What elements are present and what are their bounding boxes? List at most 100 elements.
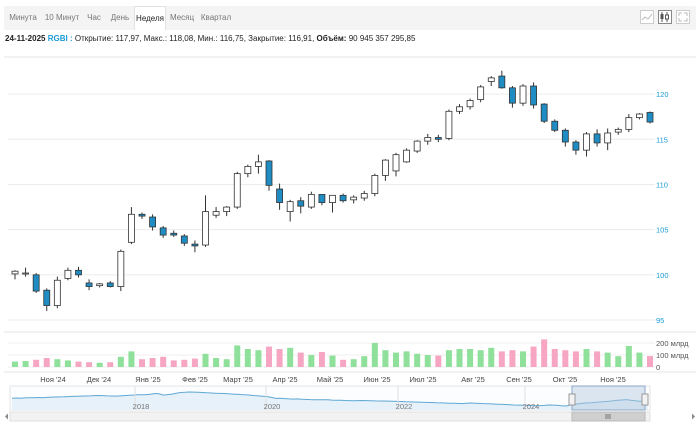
- candle-body: [498, 75, 506, 89]
- volume-bar: [509, 350, 516, 367]
- x-tick-label: Июл '25: [409, 375, 436, 384]
- volume-bar: [96, 362, 103, 367]
- volume-bar: [520, 351, 526, 367]
- volume-bar: [393, 352, 399, 367]
- info-ticker: RGBI: [47, 34, 68, 43]
- info-low-value: 116,75: [219, 34, 244, 43]
- candle-body: [371, 175, 379, 194]
- y-tick-label: 95: [656, 316, 664, 325]
- candlestick-chart-icon[interactable]: [658, 10, 674, 26]
- candle-body: [604, 132, 612, 144]
- navigator-right-handle[interactable]: [641, 393, 649, 406]
- volume-bar: [149, 358, 156, 367]
- candle-body: [75, 269, 82, 276]
- candle-body: [180, 235, 188, 244]
- tab-1[interactable]: 10 Минут: [44, 13, 80, 22]
- candle-body: [403, 149, 410, 163]
- volume-bar: [255, 350, 262, 367]
- candle-body: [540, 103, 548, 122]
- scroll-left-arrow-icon[interactable]: [5, 413, 8, 420]
- tab-6[interactable]: Квартал: [200, 13, 232, 22]
- volume-bar: [498, 351, 505, 367]
- info-high-value: 118,08: [169, 34, 194, 43]
- candle-body: [382, 159, 389, 176]
- area-chart-icon[interactable]: [640, 10, 656, 26]
- candle-body: [646, 112, 654, 123]
- x-tick-label: Май '25: [317, 375, 344, 384]
- info-close-label: Закрытие:: [248, 34, 286, 43]
- scroll-right-arrow-icon[interactable]: [692, 413, 695, 420]
- candle-body: [434, 137, 442, 140]
- candle-body: [265, 160, 273, 186]
- x-tick-label: Окт '25: [553, 375, 578, 384]
- navigator-area: [12, 392, 648, 410]
- candle-body: [106, 282, 114, 287]
- volume-bar: [414, 353, 421, 367]
- volume-bar: [75, 361, 82, 367]
- volume-bar: [139, 359, 145, 367]
- candle-body: [530, 85, 537, 106]
- candle-body: [149, 216, 156, 228]
- info-volume-value: 90 945 357 295,85: [348, 34, 416, 43]
- volume-bar: [361, 356, 368, 367]
- candle-body: [487, 77, 495, 82]
- volume-bar: [403, 351, 410, 367]
- tab-5[interactable]: Месяц: [169, 13, 195, 22]
- tab-3[interactable]: День: [110, 13, 130, 22]
- volume-tick-label: 100 млрд: [656, 351, 689, 360]
- candle-body: [212, 211, 220, 216]
- volume-bar: [435, 355, 442, 367]
- volume-bar: [572, 351, 579, 367]
- x-tick-label: Апр '25: [272, 375, 297, 384]
- candle-body: [593, 133, 601, 144]
- candle-body: [329, 194, 336, 203]
- candle-body: [202, 211, 209, 246]
- candle-body: [11, 270, 19, 275]
- candle-body: [551, 120, 559, 131]
- volume-bar: [54, 359, 61, 367]
- volume-bar: [64, 360, 71, 367]
- fullscreen-icon[interactable]: [676, 10, 692, 26]
- tab-4[interactable]: Неделя: [134, 6, 166, 30]
- volume-bar: [583, 349, 590, 367]
- navigator-year-label: 2020: [264, 402, 281, 411]
- volume-bar: [530, 346, 537, 367]
- x-tick-label: Дек '24: [87, 375, 111, 384]
- candle-body: [85, 282, 93, 287]
- volume-bar: [202, 353, 209, 367]
- volume-bar: [551, 349, 558, 367]
- volume-tick-label: 0: [656, 363, 660, 372]
- x-tick-label: Июн '25: [363, 375, 390, 384]
- y-tick-label: 110: [656, 180, 668, 189]
- x-tick-label: Авг '25: [461, 375, 485, 384]
- navigator-year-label: 2024: [523, 402, 540, 411]
- volume-bar: [318, 352, 325, 367]
- volume-bar: [594, 351, 601, 367]
- tab-0[interactable]: Минута: [9, 13, 37, 22]
- candle-body: [233, 173, 241, 208]
- candle-body: [339, 194, 347, 202]
- candle-body: [128, 213, 135, 243]
- volume-bar: [477, 350, 484, 367]
- volume-bar: [244, 349, 251, 367]
- candle-body: [64, 269, 72, 279]
- candle-body: [424, 137, 432, 142]
- info-open-value: 117,97: [115, 34, 140, 43]
- navigator-line: [11, 391, 649, 407]
- candle-body: [43, 289, 51, 306]
- x-tick-label: Янв '25: [135, 375, 160, 384]
- navigator-selection: [571, 385, 646, 411]
- volume-bar: [371, 343, 378, 367]
- y-tick-label: 115: [656, 135, 668, 144]
- x-tick-label: Фев '25: [182, 375, 208, 384]
- candle-body: [572, 141, 580, 151]
- candle-body: [614, 128, 622, 133]
- tab-2[interactable]: Час: [87, 13, 101, 22]
- volume-bar: [636, 352, 643, 367]
- candle-body: [138, 213, 146, 217]
- navigator-left-handle[interactable]: [568, 393, 576, 406]
- info-volume-label: Объём: [316, 34, 344, 43]
- volume-bar: [117, 356, 124, 367]
- x-tick-label: Ноя '25: [600, 375, 626, 384]
